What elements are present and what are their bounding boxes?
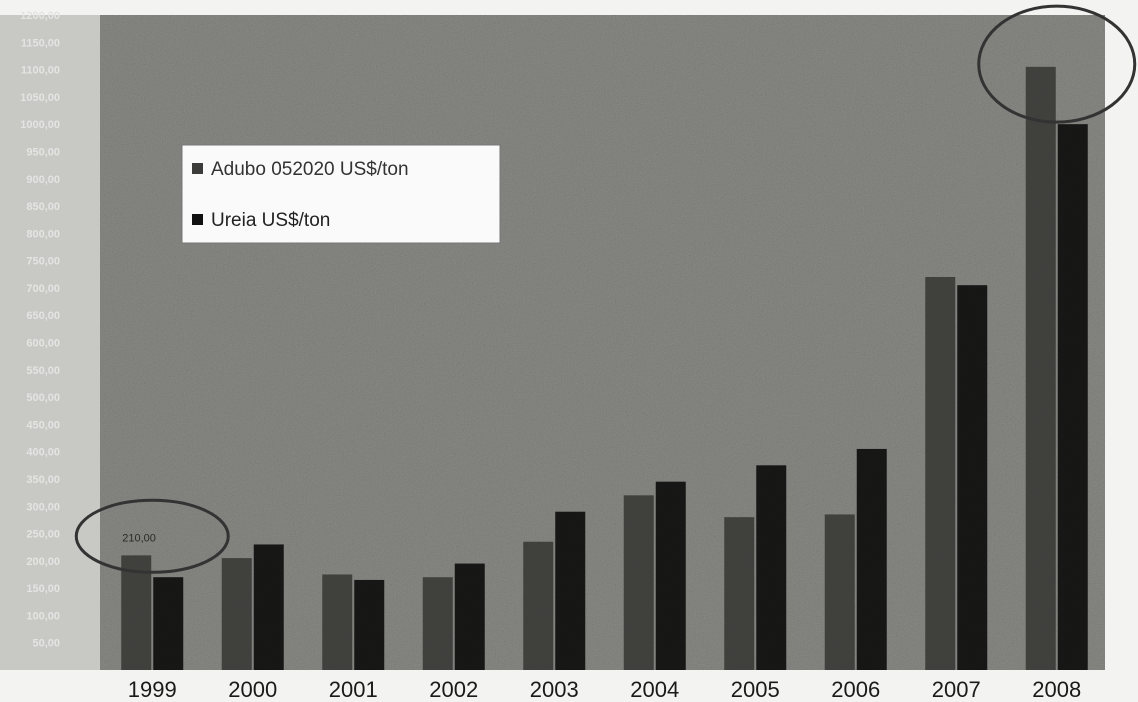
bar-ureia-2003 xyxy=(555,511,586,670)
bar-ureia-2008 xyxy=(1057,124,1088,670)
y-tick-label: 1000,00 xyxy=(20,119,60,131)
legend-swatch-adubo xyxy=(192,163,203,174)
y-tick-label: 150,00 xyxy=(26,583,60,595)
annotation-ring-1999 xyxy=(74,498,230,574)
y-tick-label: 950,00 xyxy=(26,146,60,158)
x-axis: 1999 2000 2001 2002 2003 2004 2005 2006 2007 2008 xyxy=(128,677,1081,702)
y-tick-label: 350,00 xyxy=(26,474,60,486)
y-tick-label: 250,00 xyxy=(26,529,60,541)
bar-adubo-2007 xyxy=(925,277,956,670)
y-tick-label: 800,00 xyxy=(26,228,60,240)
bar-adubo-2003 xyxy=(523,541,554,670)
bar-adubo-2004 xyxy=(623,495,654,670)
y-tick-label: 500,00 xyxy=(26,392,60,404)
bar-ureia-2000 xyxy=(253,544,284,670)
bar-adubo-2006 xyxy=(824,514,855,670)
bar-adubo-2005 xyxy=(724,517,755,670)
y-tick-label: 850,00 xyxy=(26,201,60,213)
x-tick-label: 2001 xyxy=(329,677,378,702)
legend-label-adubo: Adubo 052020 US$/ton xyxy=(211,159,409,180)
y-axis: 50,00 100,00 150,00 200,00 250,00 300,00 350,0… xyxy=(20,10,60,650)
annotation-ring-2008 xyxy=(977,4,1137,124)
bar-ureia-2004 xyxy=(655,481,686,670)
legend: Adubo 052020 US$/ton Ureia US$/ton xyxy=(181,144,501,244)
annotation-value-label: 210,00 xyxy=(122,532,156,544)
y-tick-label: 600,00 xyxy=(26,338,60,350)
x-tick-label: 1999 xyxy=(128,677,177,702)
bar-ureia-2001 xyxy=(354,579,385,670)
x-tick-label: 2000 xyxy=(228,677,277,702)
y-tick-label: 750,00 xyxy=(26,256,60,268)
bar-adubo-2008 xyxy=(1025,66,1056,670)
y-tick-label: 1050,00 xyxy=(20,92,60,104)
x-tick-label: 2008 xyxy=(1032,677,1081,702)
y-tick-label: 200,00 xyxy=(26,556,60,568)
legend-box xyxy=(181,144,501,244)
x-tick-label: 2005 xyxy=(731,677,780,702)
bar-ureia-1999 xyxy=(153,577,184,670)
y-tick-label: 1200,00 xyxy=(20,10,60,22)
bar-ureia-2006 xyxy=(856,448,887,670)
bar-adubo-1999 xyxy=(121,555,152,670)
y-tick-label: 50,00 xyxy=(32,638,60,650)
y-tick-label: 300,00 xyxy=(26,501,60,513)
y-axis-strip xyxy=(0,15,100,670)
x-tick-label: 2002 xyxy=(429,677,478,702)
y-tick-label: 1150,00 xyxy=(21,37,60,49)
bar-ureia-2007 xyxy=(957,285,988,670)
bar-adubo-2002 xyxy=(422,577,453,670)
x-tick-label: 2004 xyxy=(630,677,679,702)
y-tick-label: 400,00 xyxy=(26,447,60,459)
bar-ureia-2005 xyxy=(756,465,787,670)
x-tick-label: 2003 xyxy=(530,677,579,702)
legend-swatch-ureia xyxy=(192,214,203,225)
bar-ureia-2002 xyxy=(454,563,485,670)
y-tick-label: 550,00 xyxy=(26,365,60,377)
y-tick-label: 100,00 xyxy=(26,610,60,622)
bar-adubo-2001 xyxy=(322,574,353,670)
x-tick-label: 2007 xyxy=(932,677,981,702)
y-tick-label: 1100,00 xyxy=(21,65,60,77)
annotations: 210,00 xyxy=(74,4,1137,574)
y-tick-label: 650,00 xyxy=(26,310,60,322)
y-tick-label: 900,00 xyxy=(26,174,60,186)
legend-label-ureia: Ureia US$/ton xyxy=(211,210,330,231)
y-tick-label: 450,00 xyxy=(26,419,60,431)
x-tick-label: 2006 xyxy=(831,677,880,702)
bar-series xyxy=(121,66,1088,670)
y-tick-label: 700,00 xyxy=(26,283,60,295)
bar-adubo-2000 xyxy=(221,558,252,670)
